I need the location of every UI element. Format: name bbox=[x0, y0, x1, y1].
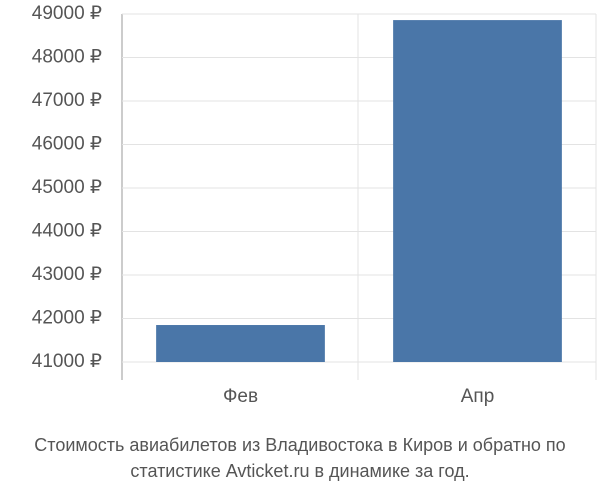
bar bbox=[393, 20, 562, 363]
x-tick-label: Фев bbox=[223, 386, 258, 407]
y-tick-label: 44000 ₽ bbox=[32, 221, 102, 242]
y-tick-label: 43000 ₽ bbox=[32, 264, 102, 285]
chart-title: Стоимость авиабилетов из Владивостока в … bbox=[34, 435, 566, 481]
bar bbox=[156, 325, 325, 362]
chart: 41000 ₽ 42000 ₽ 43000 ₽ 44000 ₽ 45000 ₽ 46000… bbox=[32, 3, 597, 407]
x-tick-label: Апр bbox=[461, 386, 495, 407]
y-tick-label: 46000 ₽ bbox=[32, 134, 102, 155]
y-tick-label: 45000 ₽ bbox=[32, 177, 102, 198]
y-tick-label: 49000 ₽ bbox=[32, 3, 102, 24]
y-tick-label: 47000 ₽ bbox=[32, 90, 102, 111]
y-tick-label: 41000 ₽ bbox=[32, 351, 102, 372]
y-tick-label: 48000 ₽ bbox=[32, 47, 102, 68]
y-tick-label: 42000 ₽ bbox=[32, 308, 102, 329]
